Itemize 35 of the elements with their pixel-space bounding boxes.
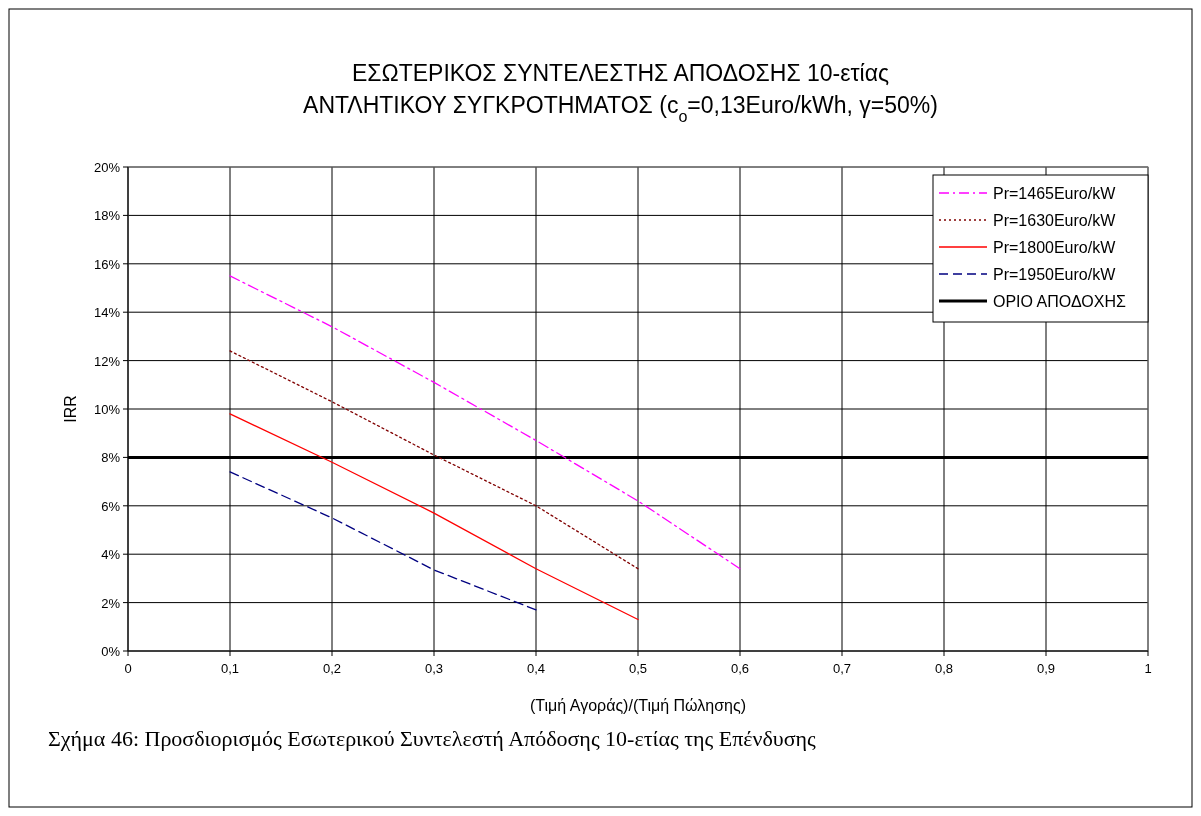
y-tick-label: 16% [93, 256, 121, 272]
line-series [229, 275, 741, 570]
y-tick-label: 2% [101, 595, 121, 611]
legend-label: Pr=1630Euro/kW [993, 212, 1117, 229]
line-series [229, 471, 537, 611]
x-tick-label: 0,5 [628, 661, 648, 676]
y-axis-title: IRR [62, 395, 79, 423]
x-tick-label: 0 [124, 661, 132, 676]
line-series [229, 350, 639, 570]
chart-title: ΕΣΩΤΕΡΙΚΟΣ ΣΥΝΤΕΛΕΣΤΗΣ ΑΠΟΔΟΣΗΣ 10-ετίας ΑΝΤΛΗΤΙΚΟΥ ΣΥΓΚΡΟΤΗΜΑΤΟΣ (c$_{o}$=0,13Euro/kWh, γ=50%) [303, 60, 938, 125]
line-series [229, 413, 639, 621]
y-tick-label: 10% [93, 402, 121, 417]
legend-label: Pr=1465Euro/kW [993, 185, 1117, 202]
y-tick-label: 8% [101, 450, 121, 466]
x-axis-title: (Τιμή Αγοράς)/(Τιμή Πώλησης) [530, 697, 746, 714]
x-tick-label: 0,7 [832, 661, 852, 676]
y-tick-label: 4% [101, 547, 121, 563]
y-tick-label: 12% [93, 353, 121, 369]
legend-label: Pr=1800Euro/kW [993, 239, 1117, 256]
y-tick-label: 18% [93, 208, 121, 224]
x-tick-label: 0,9 [1036, 661, 1056, 676]
y-tick-label: 0% [101, 644, 121, 659]
x-tick-label: 0,2 [322, 661, 342, 676]
y-tick-label: 14% [93, 305, 121, 321]
text: Σχήμα 46: Προσδιορισμός Εσωτερικού Συντελεστή Απόδοσης 10-ετίας της Επένδυσης [48, 726, 817, 751]
x-tick-label: 1 [1144, 661, 1152, 676]
legend-label: Pr=1950Euro/kW [993, 266, 1117, 283]
legend-label: ΟΡΙΟ ΑΠΟΔΟΧΗΣ [993, 293, 1126, 310]
x-tick-label: 0,3 [424, 661, 444, 676]
x-tick-label: 0,1 [220, 661, 240, 676]
x-tick-label: 0,4 [526, 661, 546, 676]
x-tick-label: 0,8 [934, 661, 954, 676]
x-tick-label: 0,6 [730, 661, 750, 676]
y-tick-label: 6% [101, 498, 121, 514]
y-tick-label: 20% [93, 160, 121, 175]
